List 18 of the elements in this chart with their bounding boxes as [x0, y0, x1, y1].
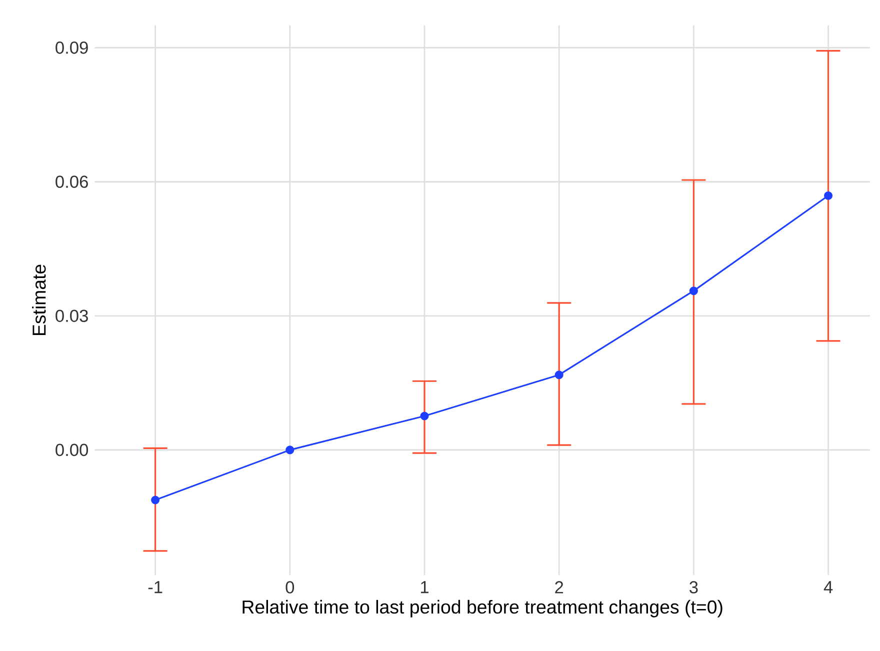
- point: [824, 191, 833, 200]
- point: [554, 370, 564, 380]
- x-tick-label: 1: [420, 581, 428, 594]
- point: [689, 286, 698, 296]
- x-tick-label: 0: [286, 581, 294, 594]
- x-tick-label: 4: [824, 581, 833, 594]
- point: [151, 496, 160, 504]
- y-tick-label: 0.03: [56, 310, 88, 322]
- y-tick-label: 0.06: [56, 176, 88, 188]
- point: [420, 412, 429, 420]
- y-tick-label: 0.09: [56, 41, 88, 54]
- point: [286, 446, 294, 454]
- x-tick-label: -1: [148, 581, 162, 594]
- x-axis-title: Relative time to last period before treatment changes (t=0): [242, 600, 722, 618]
- x-tick-label: 3: [690, 581, 698, 594]
- x-tick-label: 2: [555, 581, 564, 594]
- y-axis-title: Estimate: [32, 264, 46, 335]
- y-tick-label: 0.00: [56, 444, 88, 456]
